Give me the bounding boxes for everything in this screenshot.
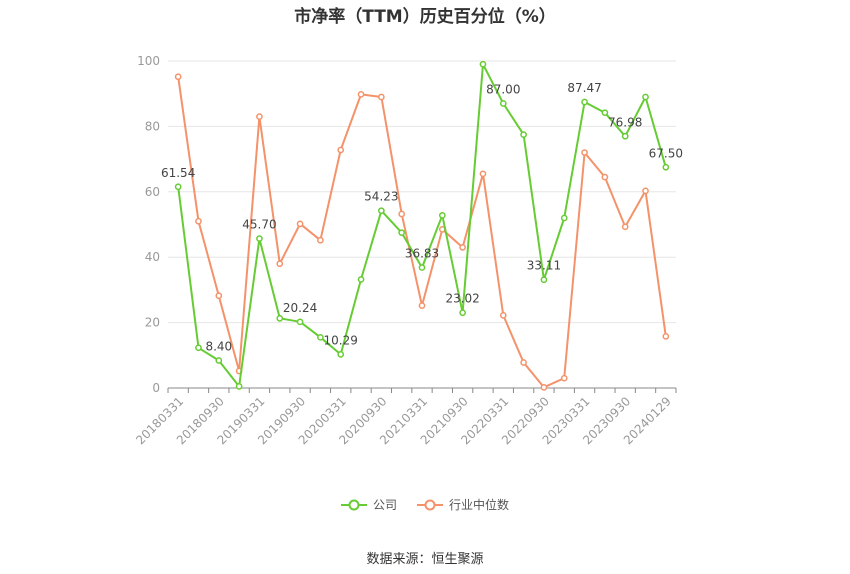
- data-label: 10.29: [324, 333, 358, 347]
- series: [174, 60, 670, 391]
- company-point: [378, 207, 385, 215]
- company-point: [317, 333, 324, 341]
- industry-point: [215, 292, 223, 300]
- industry-point: [418, 302, 426, 309]
- company-point: [337, 351, 345, 358]
- industry-point: [520, 359, 527, 366]
- industry-point: [581, 149, 588, 156]
- company-point: [215, 357, 223, 364]
- data-label: 76.98: [608, 115, 642, 129]
- industry-point: [337, 146, 345, 154]
- source-note: 数据来源：恒生聚源: [366, 552, 484, 567]
- legend-industry-label: 行业中位数: [449, 498, 510, 512]
- company-point: [357, 276, 365, 283]
- legend-company-label: 公司: [372, 498, 397, 512]
- legend-company-marker: [340, 499, 367, 510]
- data-label: 23.02: [445, 292, 479, 306]
- company-point: [256, 235, 263, 242]
- industry-point: [560, 374, 568, 382]
- company-point: [195, 344, 202, 352]
- industry-point: [621, 223, 629, 231]
- data-label: 33.11: [527, 259, 561, 273]
- industry-point: [174, 73, 182, 81]
- grid-lines: [168, 60, 676, 324]
- data-label: 87.47: [567, 81, 601, 95]
- industry-line: [177, 76, 667, 389]
- data-label: 87.00: [486, 83, 520, 97]
- data-label: 20.24: [283, 301, 317, 315]
- company-point: [398, 229, 406, 237]
- industry-point: [256, 113, 263, 120]
- industry-point: [378, 93, 385, 101]
- legend-item-industry[interactable]: 行业中位数: [417, 496, 509, 513]
- industry-point: [276, 260, 284, 268]
- data-label: 8.40: [205, 340, 232, 354]
- y-tick-label: 0: [152, 381, 160, 395]
- industry-point: [398, 210, 406, 218]
- industry-point: [317, 236, 324, 244]
- industry-point: [357, 91, 365, 98]
- company-point: [540, 276, 548, 284]
- industry-point: [499, 312, 507, 319]
- company-point: [438, 211, 446, 219]
- data-label: 45.70: [242, 218, 276, 232]
- industry-point: [479, 170, 487, 178]
- chart-title: 市净率（TTM）历史百分位（%）: [294, 7, 556, 27]
- data-label: 54.23: [364, 190, 398, 204]
- y-tick-label: 40: [145, 250, 160, 264]
- company-point: [560, 214, 568, 222]
- industry-point: [601, 173, 609, 181]
- data-label: 67.50: [649, 146, 683, 160]
- company-point: [642, 93, 649, 101]
- company-point: [276, 314, 284, 322]
- company-point: [621, 132, 629, 140]
- industry-point: [540, 383, 548, 391]
- data-label: 36.83: [405, 247, 439, 261]
- legend: 公司 行业中位数: [0, 496, 850, 513]
- y-tick-label: 80: [145, 119, 160, 133]
- company-point: [235, 383, 243, 390]
- company-point: [479, 60, 487, 68]
- company-point: [499, 100, 507, 107]
- company-point: [174, 183, 182, 191]
- company-point: [520, 131, 527, 138]
- company-point: [601, 109, 609, 117]
- data-label: 61.54: [161, 166, 195, 180]
- company-point: [418, 264, 426, 271]
- industry-point: [195, 217, 202, 225]
- industry-point: [662, 332, 670, 340]
- company-point: [459, 309, 466, 317]
- data-labels: 61.54 8.40 45.70 20.24 10.29 54.23 36.83 23.02 8…: [161, 81, 683, 354]
- y-tick-label: 20: [145, 316, 160, 330]
- company-point: [581, 98, 588, 106]
- industry-point: [459, 244, 466, 251]
- company-point: [662, 163, 670, 171]
- company-point: [296, 318, 304, 326]
- y-tick-label: 60: [145, 185, 160, 199]
- industry-point: [296, 220, 304, 228]
- legend-industry-marker: [417, 499, 443, 510]
- y-tick-label: 100: [137, 54, 160, 68]
- legend-item-company[interactable]: 公司: [340, 496, 397, 513]
- industry-point: [642, 187, 649, 195]
